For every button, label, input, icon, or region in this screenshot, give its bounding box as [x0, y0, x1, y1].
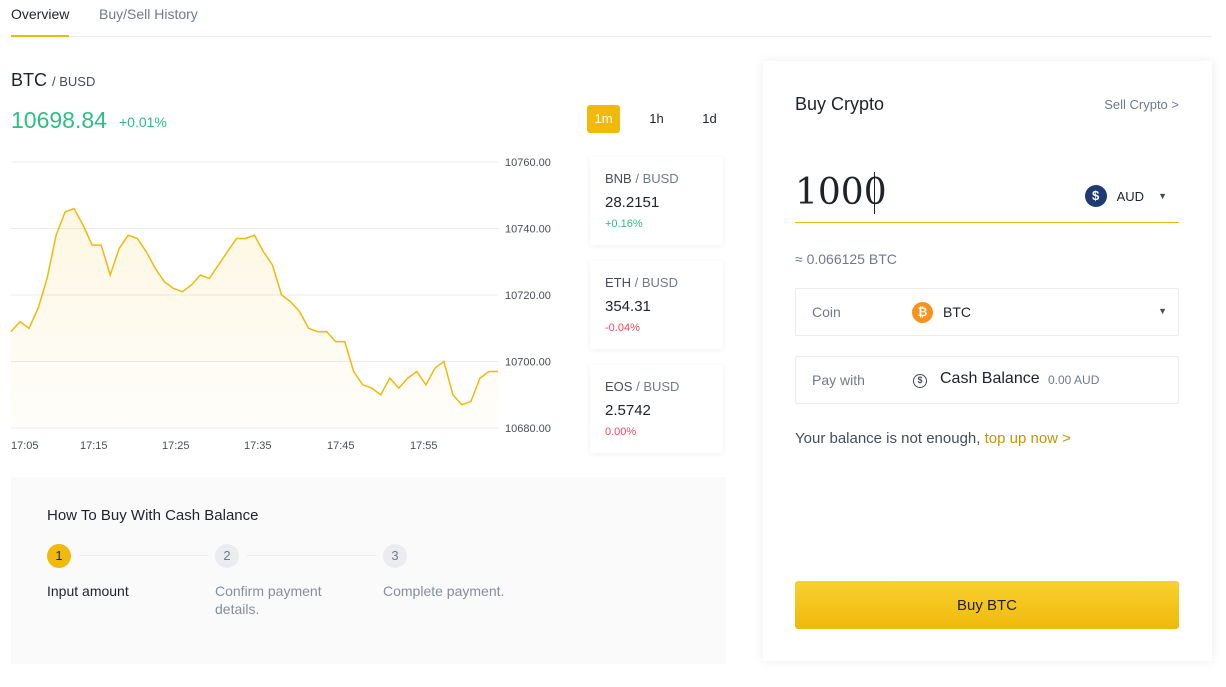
- pay-method-balance: 0.00 AUD: [1048, 373, 1100, 387]
- pay-with-label: Pay with: [812, 372, 865, 388]
- ticker-card-eos[interactable]: EOS / BUSD 2.5742 0.00%: [590, 365, 723, 453]
- caret-down-icon: ▼: [1158, 306, 1167, 316]
- ticker-pair: BNB / BUSD: [605, 171, 723, 186]
- pay-method-name: Cash Balance: [940, 370, 1040, 387]
- sell-crypto-link[interactable]: Sell Crypto >: [1104, 97, 1179, 112]
- estimated-amount: ≈ 0.066125 BTC: [795, 251, 897, 267]
- pair-separator: /: [52, 74, 60, 89]
- ticker-base: BNB: [605, 171, 632, 186]
- cash-balance-icon: $: [913, 374, 927, 388]
- buy-crypto-panel: Buy Crypto Sell Crypto > $ AUD ▼ ≈ 0.066…: [763, 61, 1212, 661]
- price-line: [10, 207, 498, 406]
- how-to-buy-title: How To Buy With Cash Balance: [47, 507, 259, 524]
- ticker-separator: /: [632, 379, 644, 394]
- y-tick-label: 10720.00: [505, 290, 551, 302]
- how-to-buy-panel: How To Buy With Cash Balance 1 2 3 Input…: [11, 477, 726, 664]
- ticker-quote: BUSD: [641, 275, 678, 290]
- text-caret: [874, 172, 875, 214]
- step-1-indicator: 1: [47, 544, 71, 568]
- amount-input[interactable]: [795, 166, 1045, 218]
- timeframe-1d-button[interactable]: 1d: [702, 111, 717, 126]
- pair-base: BTC: [11, 70, 47, 90]
- x-tick-label: 17:35: [244, 440, 272, 452]
- currency-select[interactable]: $ AUD ▼: [1084, 183, 1179, 209]
- dollar-icon: $: [1084, 185, 1107, 207]
- ticker-change: -0.04%: [605, 322, 640, 334]
- ticker-pair: ETH / BUSD: [605, 275, 723, 290]
- y-tick-label: 10740.00: [505, 224, 551, 236]
- step-2-label: Confirm payment details.: [215, 583, 322, 617]
- pair-title: BTC / BUSD: [11, 70, 95, 91]
- ticker-price: 28.2151: [605, 194, 660, 211]
- price-area: [11, 208, 498, 428]
- x-tick-label: 17:45: [327, 440, 355, 452]
- price-chart: 10760.00 10740.00 10720.00 10700.00 10680.00…: [10, 157, 551, 452]
- ticker-quote: BUSD: [642, 171, 679, 186]
- step-1-label: Input amount: [47, 583, 129, 599]
- ticker-base: EOS: [605, 379, 633, 394]
- ticker-change: +0.16%: [605, 218, 643, 230]
- x-tick-label: 17:25: [162, 440, 190, 452]
- pair-quote: BUSD: [59, 74, 96, 89]
- bitcoin-icon: ₿: [912, 302, 933, 323]
- ticker-price: 354.31: [605, 298, 651, 315]
- balance-notice-text: Your balance is not enough,: [795, 430, 981, 447]
- buy-button[interactable]: Buy BTC: [795, 581, 1179, 629]
- coin-select[interactable]: Coin ₿ BTC ▼: [795, 288, 1179, 336]
- ticker-card-eth[interactable]: ETH / BUSD 354.31 -0.04%: [590, 261, 723, 349]
- ticker-price: 2.5742: [605, 402, 651, 419]
- amount-field: $ AUD ▼: [795, 166, 1179, 223]
- x-tick-label: 17:15: [80, 440, 108, 452]
- last-price: 10698.84: [11, 107, 107, 133]
- y-tick-label: 10680.00: [505, 423, 551, 435]
- caret-down-icon: ▼: [1158, 191, 1167, 201]
- timeframe-1m-button[interactable]: 1m: [587, 105, 620, 133]
- buy-crypto-title: Buy Crypto: [795, 94, 885, 114]
- step-2-indicator: 2: [215, 544, 239, 568]
- step-connector: [79, 555, 209, 556]
- top-up-link[interactable]: top up now >: [984, 430, 1071, 447]
- tab-overview[interactable]: Overview: [11, 6, 70, 37]
- step-3-indicator: 3: [383, 544, 407, 568]
- balance-notice: Your balance is not enough, top up now >: [795, 430, 1071, 447]
- pay-with-field[interactable]: Pay with $ Cash Balance 0.00 AUD: [795, 356, 1179, 404]
- x-tick-label: 17:05: [11, 440, 39, 452]
- step-3-label: Complete payment.: [383, 583, 505, 599]
- tab-buy-sell-history[interactable]: Buy/Sell History: [99, 6, 198, 22]
- ticker-card-bnb[interactable]: BNB / BUSD 28.2151 +0.16%: [590, 157, 723, 245]
- y-tick-label: 10760.00: [505, 157, 551, 169]
- step-connector: [247, 555, 377, 556]
- ticker-base: ETH: [605, 275, 631, 290]
- y-tick-label: 10700.00: [505, 357, 551, 369]
- ticker-separator: /: [631, 171, 643, 186]
- ticker-separator: /: [631, 275, 642, 290]
- timeframe-1h-button[interactable]: 1h: [649, 111, 664, 126]
- ticker-pair: EOS / BUSD: [605, 379, 723, 394]
- coin-name: BTC: [943, 304, 971, 320]
- ticker-quote: BUSD: [643, 379, 680, 394]
- x-tick-label: 17:55: [410, 440, 438, 452]
- coin-label: Coin: [812, 304, 841, 320]
- price-change: +0.01%: [119, 114, 167, 130]
- tab-bar: Overview Buy/Sell History: [11, 0, 1212, 37]
- currency-code: AUD: [1116, 188, 1145, 204]
- ticker-change: 0.00%: [605, 426, 637, 438]
